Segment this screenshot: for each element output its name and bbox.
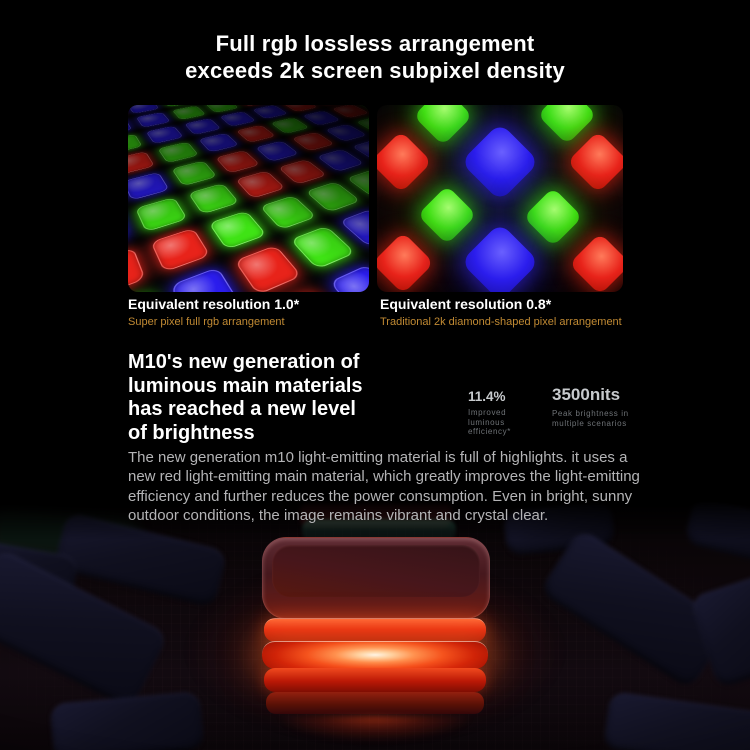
- caption-super-pixel: Equivalent resolution 1.0* Super pixel f…: [128, 296, 299, 328]
- caption-title: Equivalent resolution 1.0*: [128, 296, 300, 312]
- paragraph-line: efficiency and further reduces the power…: [128, 487, 633, 505]
- panel-vignette-overlay: [377, 105, 623, 292]
- heading-line: of brightness: [128, 421, 255, 444]
- display-stack-top-face: [272, 545, 480, 597]
- stat-desc-line: multiple scenarios: [552, 418, 627, 428]
- caption-diamond-pixel: Equivalent resolution 0.8* Traditional 2…: [380, 296, 622, 328]
- caption-subtitle: Super pixel full rgb arrangement: [128, 316, 285, 328]
- display-stack-layer-base: [266, 692, 484, 714]
- panel-shade-overlay: [128, 105, 369, 292]
- hero-title-line-2: exceeds 2k screen subpixel density: [185, 58, 565, 83]
- brightness-heading: M10's new generation of luminous main ma…: [128, 351, 363, 445]
- diamond-pixel-image: [377, 105, 623, 292]
- stat-value: 3500nits: [552, 385, 621, 404]
- stat-luminous-efficiency: 11.4% Improved luminous efficiency*: [468, 389, 511, 437]
- heading-line: has reached a new level: [128, 398, 356, 420]
- display-stack-layer-glow: [262, 641, 488, 669]
- stat-value: 11.4%: [468, 389, 506, 404]
- caption-title: Equivalent resolution 0.8*: [380, 296, 552, 312]
- stat-peak-brightness: 3500nits Peak brightness in multiple sce…: [552, 385, 629, 428]
- stat-desc-line: luminous: [468, 417, 505, 427]
- super-pixel-image: [128, 105, 369, 292]
- stat-desc-line: Peak brightness in: [552, 409, 629, 418]
- hero-title-line-1: Full rgb lossless arrangement: [215, 31, 535, 56]
- stat-desc: Peak brightness in multiple scenarios: [552, 409, 629, 428]
- paragraph-line: The new generation m10 light-emitting ma…: [128, 449, 628, 466]
- stat-desc-line: efficiency*: [468, 427, 511, 436]
- stat-desc: Improved luminous efficiency*: [468, 408, 511, 437]
- display-stack-layer-bright: [264, 618, 486, 642]
- scene-top-fade: [0, 495, 750, 539]
- paragraph-line: outdoor conditions, the image remains vi…: [128, 506, 549, 524]
- display-stack-reflection: [264, 716, 486, 748]
- hero-title: Full rgb lossless arrangement exceeds 2k…: [0, 30, 750, 84]
- caption-subtitle: Traditional 2k diamond-shaped pixel arra…: [380, 316, 622, 328]
- heading-line: luminous main materials: [128, 374, 363, 397]
- heading-line: M10's new generation of: [128, 351, 360, 373]
- stat-desc-line: Improved: [468, 408, 507, 417]
- body-paragraph: The new generation m10 light-emitting ma…: [128, 448, 640, 525]
- paragraph-line: new red light-emitting main material, wh…: [128, 468, 640, 486]
- display-stack-layer-red: [264, 668, 486, 692]
- scene-vignette: [0, 495, 750, 750]
- display-stack-scene: [0, 495, 750, 750]
